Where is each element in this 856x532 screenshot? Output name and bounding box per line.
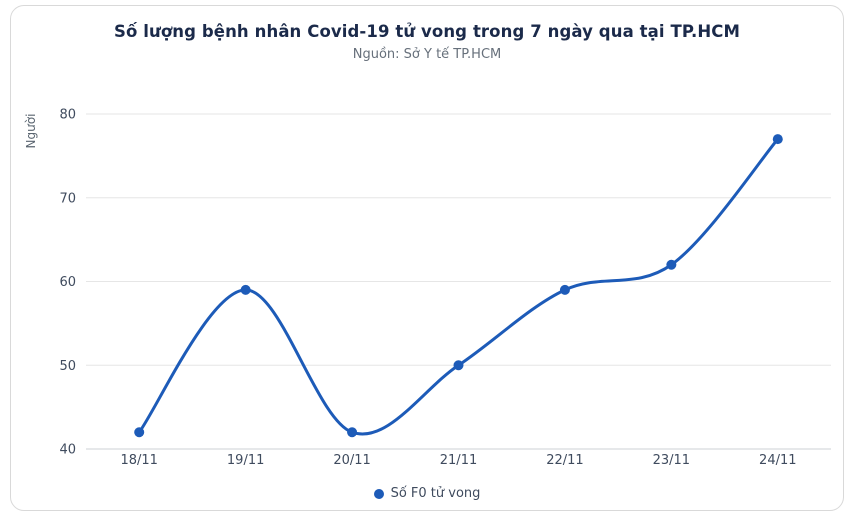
y-tick-label: 70 [59,191,76,206]
x-tick-label: 23/11 [653,453,690,468]
data-point[interactable] [134,427,145,438]
x-tick-label: 24/11 [759,453,796,468]
chart-subtitle: Nguồn: Sở Y tế TP.HCM [352,47,502,62]
data-point[interactable] [666,259,677,270]
chart-card: Số lượng bệnh nhân Covid-19 tử vong tron… [10,5,844,511]
data-point[interactable] [772,134,783,145]
legend-item-so-f0-tu-vong[interactable]: Số F0 tử vong [11,486,843,501]
x-tick-label: 19/11 [227,453,264,468]
data-point[interactable] [559,284,570,295]
chart-plot-area: 40 50 60 70 80 Người 18/11 19/11 20/11 21/11 22/11… [11,86,843,481]
x-tick-label: 22/11 [546,453,583,468]
x-tick-label: 20/11 [333,453,370,468]
y-tick-label: 50 [59,359,76,374]
y-tick-label: 40 [59,443,76,458]
data-point[interactable] [240,284,251,295]
y-tick-label: 80 [59,108,76,123]
y-axis-title: Người [24,114,38,149]
data-line [137,137,780,436]
legend-marker-icon [373,488,384,499]
x-tick-label: 18/11 [120,453,157,468]
line-chart-svg: 40 50 60 70 80 Người 18/11 19/11 20/11 21/11 22/11… [24,108,831,468]
data-point[interactable] [453,360,464,371]
y-tick-label: 60 [59,275,76,290]
data-point[interactable] [347,427,358,438]
chart-title: Số lượng bệnh nhân Covid-19 tử vong tron… [113,22,740,41]
x-tick-label: 21/11 [440,453,477,468]
legend-label: Số F0 tử vong [390,486,481,501]
